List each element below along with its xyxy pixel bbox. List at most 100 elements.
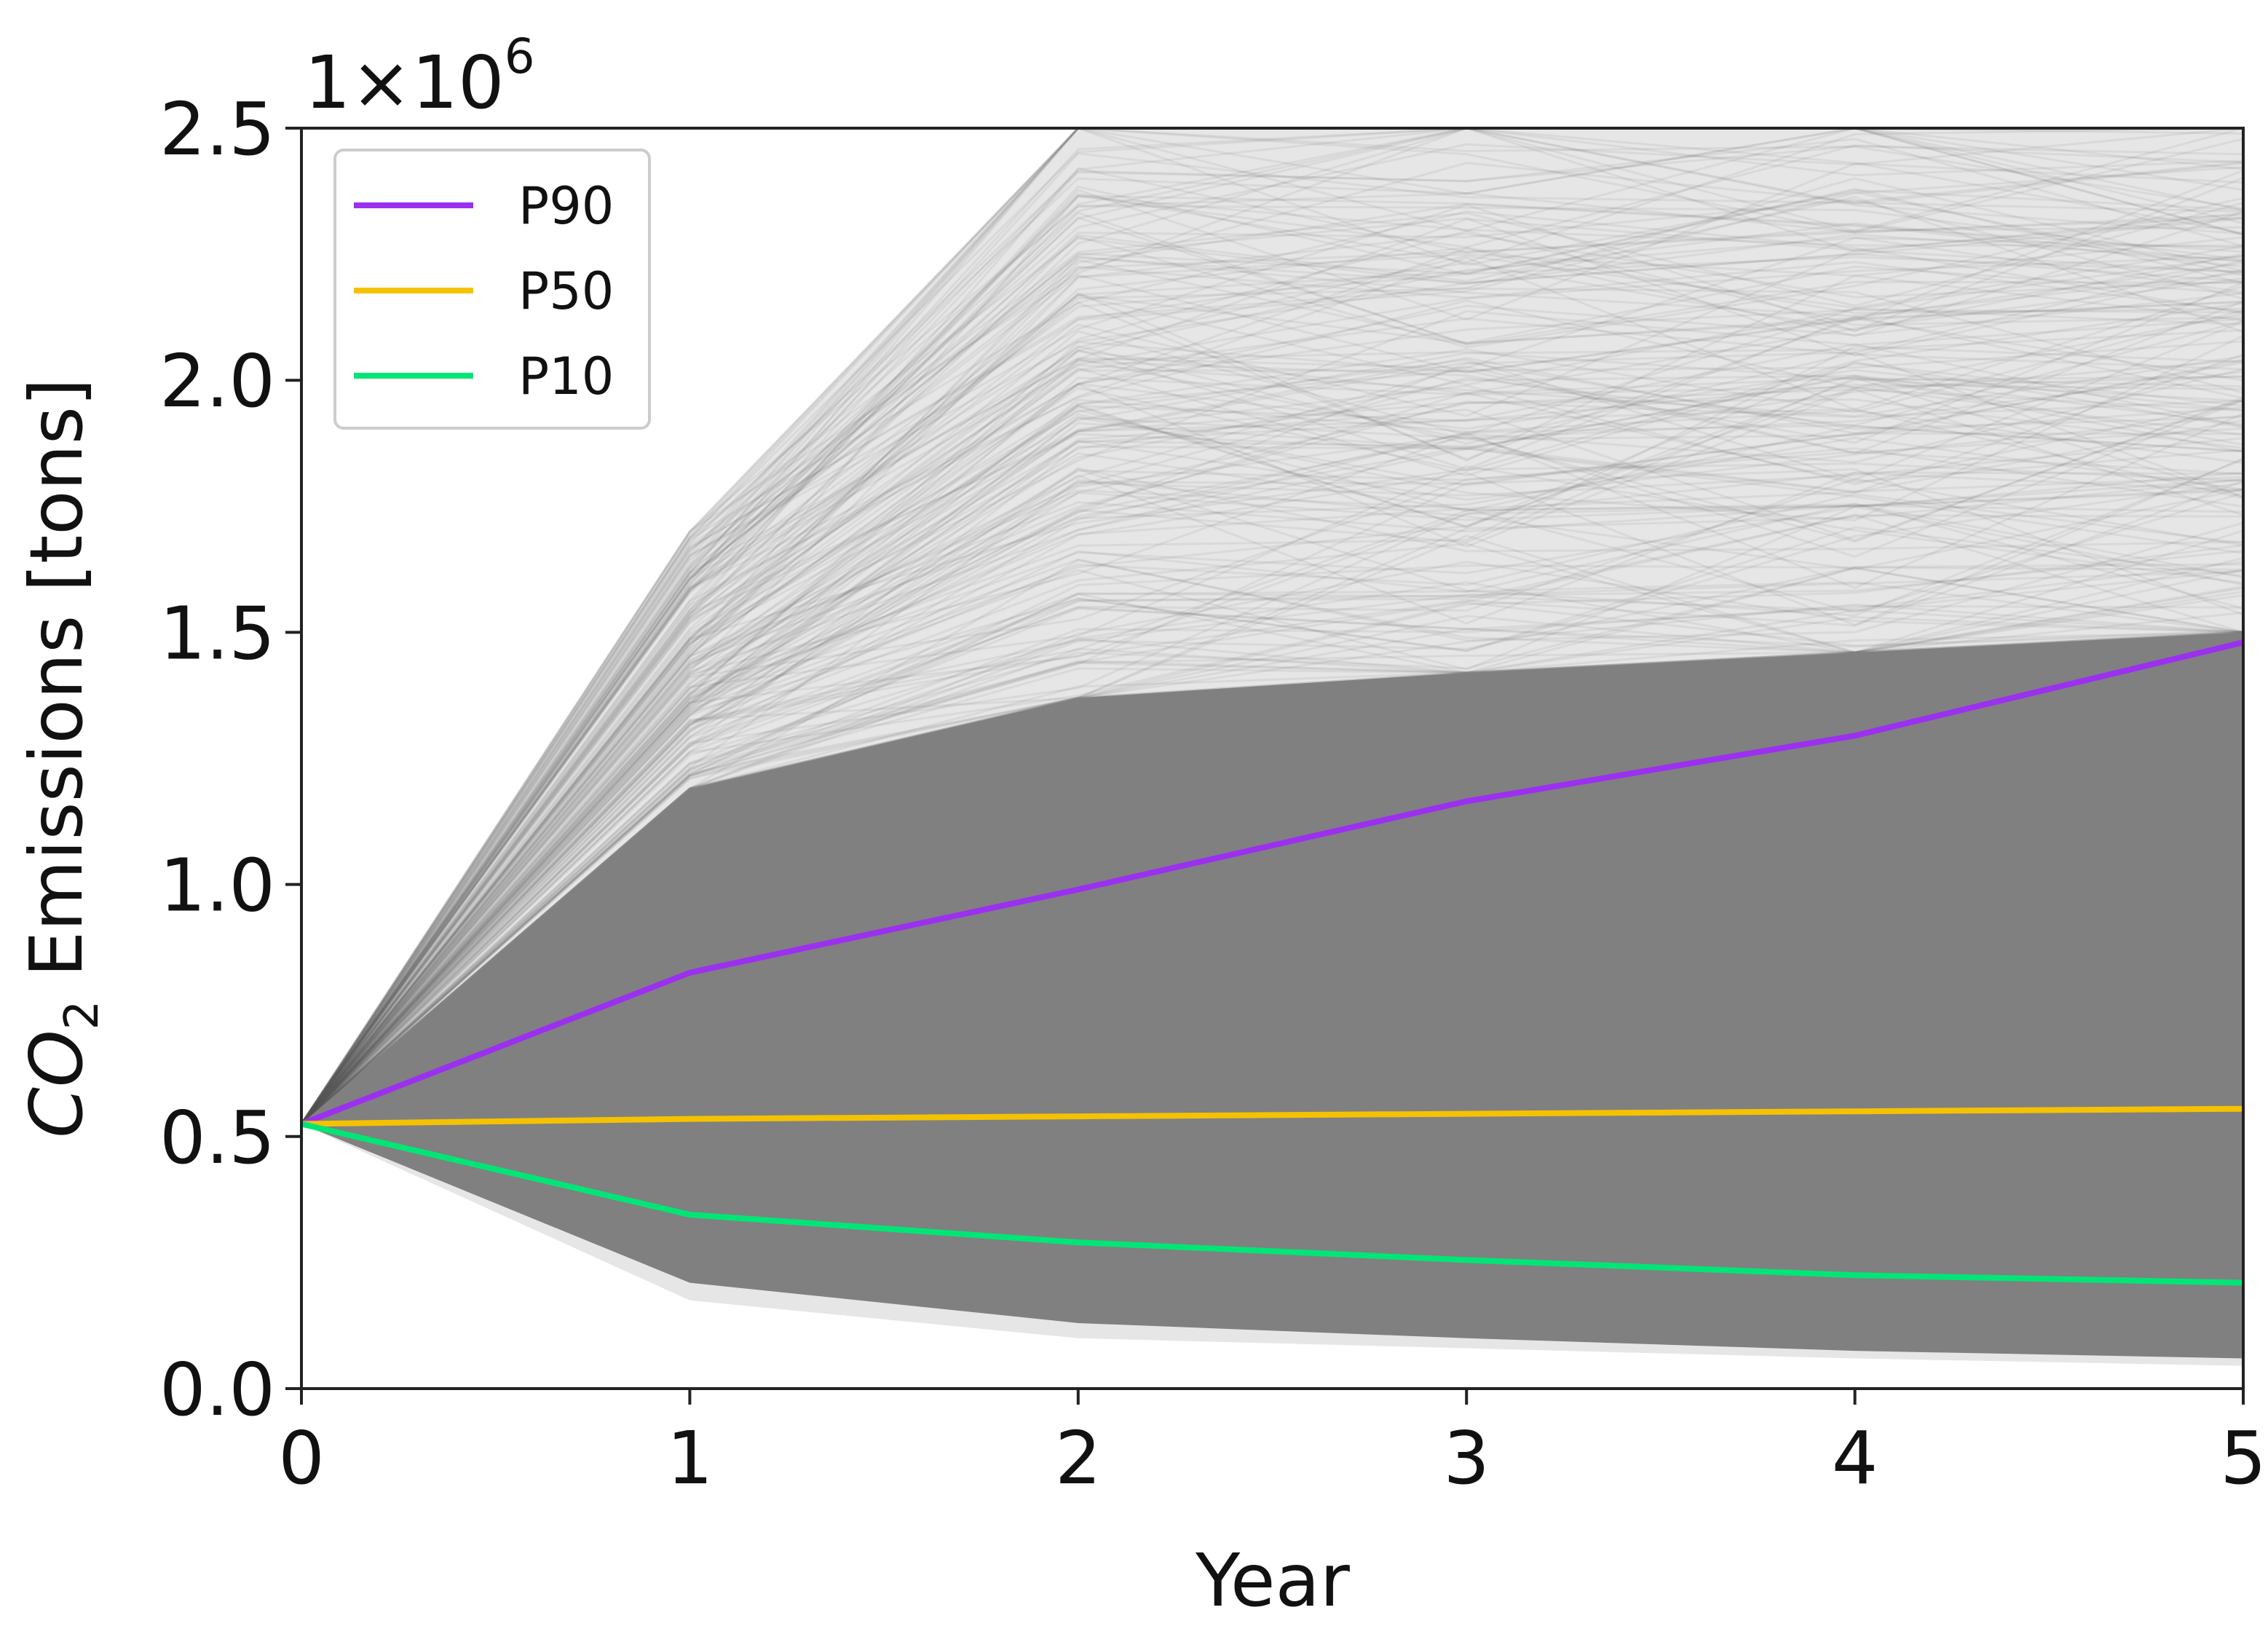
ensemble-path xyxy=(301,462,2243,1125)
ensemble-path xyxy=(301,301,2243,1125)
ensemble-path xyxy=(301,261,2243,1125)
ensemble-path xyxy=(301,255,2243,1125)
ensemble-path xyxy=(301,162,2243,1125)
legend: P90 P50 P10 xyxy=(333,149,651,430)
ensemble-path xyxy=(301,350,2243,1125)
ensemble-path xyxy=(301,376,2243,1125)
ensemble-path xyxy=(301,274,2243,1125)
ensemble-path xyxy=(301,194,2243,1125)
ensemble-path xyxy=(301,169,2243,1125)
ensemble-path xyxy=(301,128,2243,1125)
ensemble-path xyxy=(301,465,2243,1125)
ensemble-path xyxy=(301,292,2243,1125)
y-axis-label: CO2 Emissions [tons] xyxy=(14,378,109,1138)
y-tick-label: 1.0 xyxy=(159,843,275,928)
ensemble-path xyxy=(301,358,2243,1125)
ensemble-path xyxy=(301,351,2243,1125)
ensemble-path xyxy=(301,467,2243,1125)
ensemble-path xyxy=(301,472,2243,1125)
y-tick-label: 2.5 xyxy=(159,87,275,172)
ensemble-path xyxy=(301,631,2243,1125)
ensemble-path xyxy=(301,493,2243,1125)
ensemble-path xyxy=(301,249,2243,1125)
ensemble-path xyxy=(301,128,2243,1125)
ensemble-path xyxy=(301,359,2243,1125)
ensemble-path xyxy=(301,277,2243,1125)
ensemble-path xyxy=(301,255,2243,1125)
y-axis: 0.0 0.5 1.0 1.5 2.0 2.5 xyxy=(159,87,301,1432)
ensemble-path xyxy=(301,128,2243,1125)
ensemble-path xyxy=(301,481,2243,1125)
ensemble-path xyxy=(301,353,2243,1125)
series-line-p10 xyxy=(301,1121,2243,1286)
ensemble-path xyxy=(301,569,2243,1125)
plot-area xyxy=(301,128,2243,1366)
ensemble-path xyxy=(301,376,2243,1125)
ensemble-path xyxy=(301,287,2243,1125)
ensemble-path xyxy=(301,502,2243,1125)
series-line-p50 xyxy=(301,1105,2243,1127)
ensemble-path xyxy=(301,478,2243,1125)
ensemble-path xyxy=(301,329,2243,1125)
ensemble-path xyxy=(301,374,2243,1125)
ensemble-path xyxy=(301,300,2243,1125)
ensemble-path xyxy=(301,128,2243,1125)
x-tick-label: 2 xyxy=(1055,1416,1102,1501)
ensemble-path xyxy=(301,362,2243,1125)
ensemble-path xyxy=(301,196,2243,1125)
ensemble-path xyxy=(301,561,2243,1125)
ensemble-path xyxy=(301,128,2243,1125)
ensemble-path xyxy=(301,128,2243,1125)
legend-label-p90: P90 xyxy=(518,176,614,236)
ensemble-path xyxy=(301,128,2243,1125)
ensemble-path xyxy=(301,436,2243,1125)
ensemble-path xyxy=(301,138,2243,1125)
ensemble-path xyxy=(301,177,2243,1125)
ensemble-path xyxy=(301,128,2243,1125)
ensemble-path xyxy=(301,255,2243,1125)
ensemble-path xyxy=(301,604,2243,1125)
ensemble-path xyxy=(301,210,2243,1125)
ensemble-path xyxy=(301,210,2243,1125)
ensemble-path xyxy=(301,398,2243,1125)
ensemble-path xyxy=(301,309,2243,1125)
ensemble-path xyxy=(301,259,2243,1125)
ensemble-path xyxy=(301,392,2243,1125)
x-tick-label: 0 xyxy=(278,1416,325,1501)
ensemble-path xyxy=(301,307,2243,1125)
ensemble-path xyxy=(301,197,2243,1125)
ensemble-path xyxy=(301,309,2243,1125)
ensemble-path xyxy=(301,194,2243,1125)
ensemble-path xyxy=(301,301,2243,1125)
ensemble-path xyxy=(301,343,2243,1125)
ensemble-path xyxy=(301,128,2243,1125)
x-tick-label: 4 xyxy=(1832,1416,1878,1501)
ensemble-path xyxy=(301,458,2243,1125)
series-lines xyxy=(301,639,2243,1286)
ensemble-path xyxy=(301,256,2243,1125)
ensemble-path xyxy=(301,396,2243,1125)
ensemble-path xyxy=(301,320,2243,1125)
ensemble-path xyxy=(301,544,2243,1125)
y-tick-label: 1.5 xyxy=(159,591,275,676)
ensemble-path xyxy=(301,478,2243,1125)
ensemble-path xyxy=(301,526,2243,1125)
ensemble-path xyxy=(301,334,2243,1125)
ensemble-path xyxy=(301,447,2243,1125)
ensemble-path xyxy=(301,601,2243,1125)
ensemble-path xyxy=(301,437,2243,1125)
ensemble-path xyxy=(301,384,2243,1125)
ensemble-path xyxy=(301,491,2243,1125)
ensemble-path xyxy=(301,616,2243,1125)
ensemble-path xyxy=(301,128,2243,1125)
ensemble-path xyxy=(301,492,2243,1125)
ensemble-path xyxy=(301,559,2243,1125)
ensemble-path xyxy=(301,414,2243,1125)
y-tick-label: 0.0 xyxy=(159,1347,275,1432)
ensemble-path xyxy=(301,628,2243,1125)
ensemble-band xyxy=(301,632,2243,1359)
ensemble-path xyxy=(301,256,2243,1125)
ensemble-path xyxy=(301,606,2243,1125)
ensemble-path xyxy=(301,480,2243,1125)
ensemble-path xyxy=(301,408,2243,1125)
